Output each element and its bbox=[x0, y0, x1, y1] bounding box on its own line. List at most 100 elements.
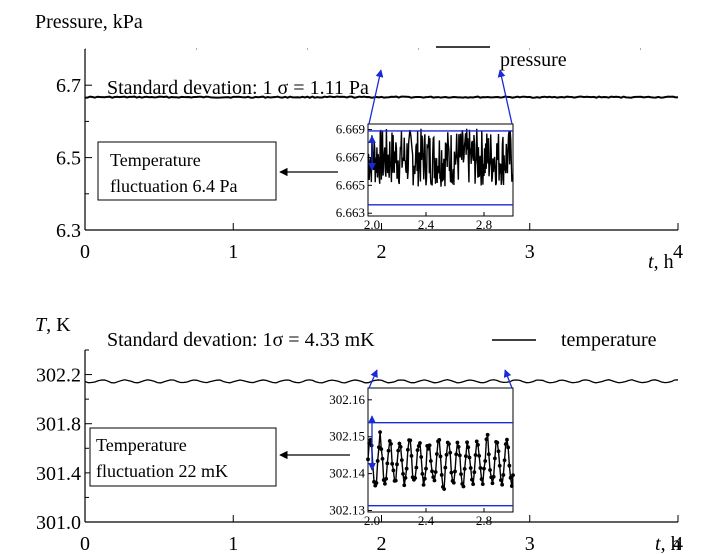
inset-x-tick-label: 2.4 bbox=[418, 513, 435, 528]
pressure-inset: 6.669 6.667 6.665 6.663 2.0 2.4 2.8 bbox=[336, 69, 514, 232]
pressure-y-ticks: 6.3 6.5 6.7 bbox=[56, 75, 92, 242]
x-tick-label: 1 bbox=[228, 533, 238, 554]
inset-data-point bbox=[397, 441, 402, 446]
x-tick-label: 1 bbox=[228, 241, 238, 263]
inset-data-point bbox=[414, 465, 419, 470]
inset-data-point bbox=[434, 452, 439, 456]
inset-data-point bbox=[492, 456, 497, 461]
x-tick-label: 2 bbox=[377, 241, 387, 263]
inset-y-tick-label: 302.15 bbox=[329, 429, 365, 444]
inset-data-point bbox=[419, 455, 424, 459]
inset-data-point bbox=[501, 473, 506, 477]
pressure-series-line bbox=[84, 95, 679, 99]
inset-x-tick-label: 2.8 bbox=[476, 217, 492, 232]
inset-y-tick-label: 302.13 bbox=[329, 503, 365, 518]
inset-data-point bbox=[413, 476, 418, 480]
inset-data-point bbox=[457, 453, 462, 458]
inset-data-point bbox=[496, 449, 501, 454]
inset-data-point bbox=[375, 459, 380, 463]
inset-data-point bbox=[477, 454, 482, 458]
inset-data-point bbox=[502, 458, 507, 463]
inset-data-point bbox=[427, 443, 432, 448]
y-tick-label: 301.8 bbox=[36, 414, 81, 436]
inset-data-point bbox=[486, 452, 491, 457]
inset-data-point bbox=[431, 475, 436, 480]
inset-data-point bbox=[430, 469, 434, 474]
inset-data-point bbox=[405, 447, 410, 452]
pressure-zoom-line-left bbox=[368, 69, 384, 125]
inset-data-point bbox=[456, 444, 461, 449]
x-tick-label: 2 bbox=[377, 533, 387, 554]
inset-data-point bbox=[383, 481, 387, 486]
inset-data-point bbox=[482, 466, 486, 471]
inset-data-point bbox=[447, 442, 451, 446]
pressure-box-line-1: Temperature bbox=[110, 150, 201, 170]
inset-data-point bbox=[476, 442, 480, 447]
inset-data-point bbox=[438, 454, 443, 459]
pressure-legend-label: pressure bbox=[500, 49, 567, 71]
inset-data-point bbox=[491, 474, 496, 479]
x-tick-label: 0 bbox=[80, 533, 90, 554]
pressure-fluctuation-box bbox=[97, 141, 277, 201]
inset-data-point bbox=[408, 438, 413, 443]
inset-data-point bbox=[500, 482, 505, 487]
inset-data-point bbox=[401, 471, 405, 476]
inset-data-point bbox=[386, 448, 391, 453]
inset-data-point bbox=[503, 442, 508, 447]
pressure-chart: Pressure, kPa 6.3 6.5 6.7 0 1 2 3 4 t, h press… bbox=[35, 11, 683, 273]
inset-data-point bbox=[448, 450, 453, 455]
inset-data-point bbox=[451, 480, 456, 485]
inset-data-point bbox=[449, 470, 454, 475]
temperature-std-annotation: Standard devation: 1σ = 4.33 mK bbox=[107, 329, 375, 351]
inset-data-point bbox=[432, 478, 437, 483]
inset-data-point bbox=[418, 441, 422, 445]
inset-data-point bbox=[385, 461, 390, 466]
inset-data-point bbox=[379, 447, 384, 451]
inset-data-point bbox=[473, 453, 478, 457]
inset-data-point bbox=[454, 452, 459, 457]
inset-data-point bbox=[422, 476, 427, 481]
inset-data-point bbox=[398, 445, 403, 449]
inset-data-point bbox=[389, 441, 393, 446]
inset-data-point bbox=[506, 445, 511, 450]
inset-data-point bbox=[378, 430, 382, 435]
y-tick-label: 301.4 bbox=[36, 463, 81, 485]
inset-data-point bbox=[511, 473, 515, 478]
inset-data-point bbox=[409, 453, 414, 458]
inset-data-point bbox=[380, 456, 385, 461]
inset-data-point bbox=[366, 457, 370, 462]
y-tick-label: 302.2 bbox=[36, 365, 81, 387]
inset-data-point bbox=[479, 477, 484, 481]
temperature-inset-x-ticks: 2.0 2.4 2.8 bbox=[364, 508, 492, 528]
inset-data-point bbox=[437, 438, 442, 442]
inset-data-point bbox=[488, 468, 492, 472]
inset-data-point bbox=[495, 440, 500, 445]
inset-data-point bbox=[490, 481, 495, 486]
pressure-inset-data bbox=[367, 128, 514, 187]
inset-data-point bbox=[484, 437, 489, 442]
inset-data-point bbox=[433, 470, 438, 474]
inset-x-tick-label: 2.0 bbox=[364, 217, 380, 232]
inset-data-point bbox=[426, 446, 431, 451]
inset-data-point bbox=[387, 439, 392, 443]
temperature-inset: 302.16 302.15 302.14 302.13 2.0 2.4 2.8 bbox=[329, 369, 515, 528]
inset-data-point bbox=[478, 466, 483, 470]
temperature-chart: T, K 301.0 301.4 301.8 302.2 0 1 2 3 4 t, h Sta… bbox=[35, 314, 683, 554]
inset-data-point bbox=[384, 476, 389, 481]
inset-data-point bbox=[480, 482, 485, 487]
temperature-fluctuation-box bbox=[89, 427, 277, 487]
inset-data-point bbox=[455, 440, 460, 445]
inset-data-point bbox=[509, 484, 514, 488]
inset-data-point bbox=[443, 465, 448, 470]
x-tick-label: 3 bbox=[525, 241, 535, 263]
inset-data-point bbox=[444, 452, 449, 457]
inset-data-point bbox=[428, 459, 433, 463]
inset-data-point bbox=[462, 467, 467, 471]
inset-data-point bbox=[374, 481, 379, 485]
pressure-x-ticks: 0 1 2 3 4 bbox=[80, 223, 683, 263]
pressure-x-axis-label: t, h bbox=[648, 251, 674, 273]
x-tick-label: 4 bbox=[673, 241, 683, 263]
inset-data-point bbox=[404, 466, 409, 471]
pressure-std-annotation: Standard devation: 1 σ = 1.11 Pa bbox=[107, 77, 369, 99]
pressure-inset-x-ticks: 2.0 2.4 2.8 bbox=[364, 212, 492, 232]
